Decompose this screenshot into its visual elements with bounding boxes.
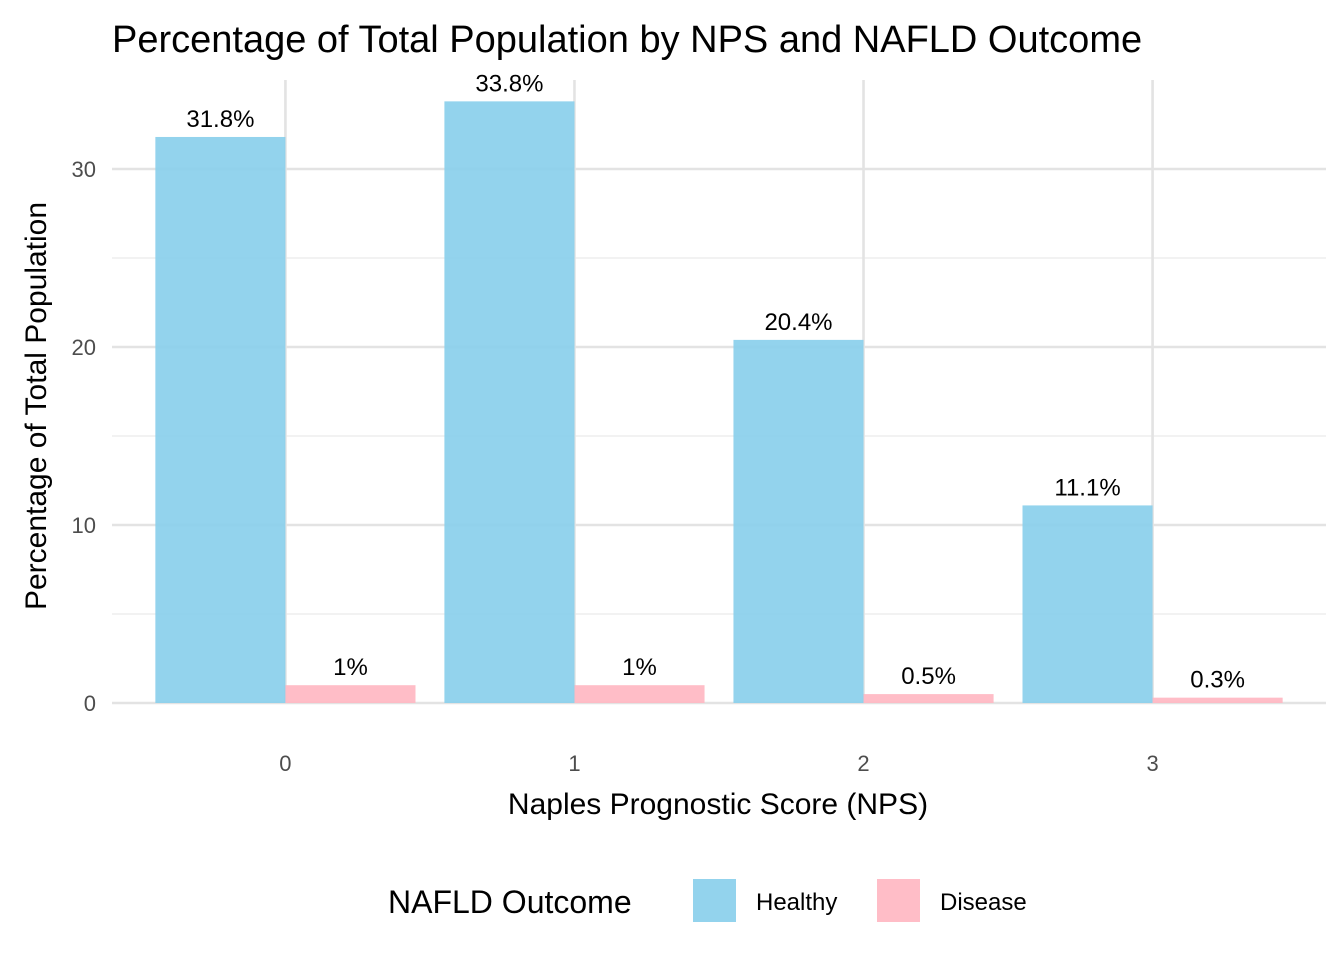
chart-title: Percentage of Total Population by NPS an… (112, 19, 1142, 61)
y-axis-title: Percentage of Total Population (20, 202, 53, 610)
x-axis-title: Naples Prognostic Score (NPS) (508, 788, 928, 821)
bar-disease (285, 685, 416, 703)
legend: NAFLD Outcome Healthy Disease (388, 879, 1027, 922)
y-axis-ticks: 0 10 20 30 (72, 157, 96, 716)
x-tick-label: 3 (1146, 751, 1158, 776)
legend-key-disease (877, 879, 920, 922)
bar-healthy (1022, 505, 1153, 703)
legend-key-healthy (693, 879, 736, 922)
y-tick-label: 20 (72, 335, 96, 360)
data-label: 1% (333, 654, 368, 681)
y-tick-label: 30 (72, 157, 96, 182)
bar-disease (1152, 697, 1283, 703)
legend-label-disease: Disease (940, 889, 1027, 916)
y-tick-label: 10 (72, 513, 96, 538)
legend-title: NAFLD Outcome (388, 884, 632, 920)
bar-healthy (155, 136, 286, 703)
x-tick-label: 1 (568, 751, 580, 776)
data-label: 1% (622, 654, 657, 681)
legend-label-healthy: Healthy (756, 889, 837, 916)
data-labels: 31.8% 33.8% 20.4% 11.1% 1% 1% 0.5% 0.3% (186, 70, 1245, 693)
bar-healthy (733, 339, 864, 703)
data-label: 11.1% (1054, 474, 1120, 501)
bar-disease (574, 685, 705, 703)
x-tick-label: 2 (857, 751, 869, 776)
data-label: 31.8% (186, 106, 254, 133)
x-axis-ticks: 0 1 2 3 (279, 751, 1158, 776)
data-label: 0.3% (1190, 667, 1245, 694)
y-tick-label: 0 (84, 691, 96, 716)
data-label: 20.4% (764, 309, 832, 336)
data-label: 0.5% (901, 663, 956, 690)
x-tick-label: 0 (279, 751, 291, 776)
bar-disease (863, 694, 994, 703)
bars (155, 101, 1283, 704)
data-label: 33.8% (475, 70, 543, 97)
bar-healthy (444, 101, 575, 704)
